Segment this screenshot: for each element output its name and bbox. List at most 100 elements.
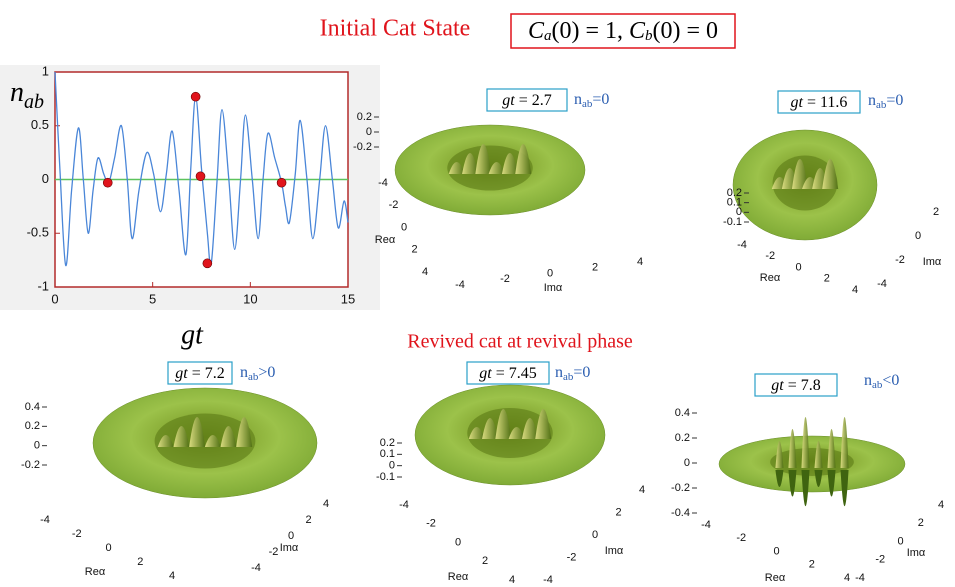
re-tick-label: 4 [844, 572, 850, 584]
note-main: n [864, 372, 872, 389]
im-tick-label: -4 [877, 278, 887, 290]
z-tick-label: -0.1 [376, 471, 395, 483]
z-tick-label: -0.2 [671, 482, 690, 494]
condition-part: a [544, 28, 552, 44]
im-axis-label: Imα [605, 545, 624, 557]
re-tick-label: 0 [795, 261, 801, 273]
condition: Ca(0) = 1, Cb(0) = 0 [528, 18, 718, 45]
time-label: gt = 2.7 [502, 92, 551, 109]
re-tick-label: 4 [509, 574, 515, 586]
data-point [191, 92, 200, 101]
z-tick-label: -0.2 [21, 459, 40, 471]
im-tick-label: 0 [547, 267, 553, 279]
im-tick-label: -2 [895, 254, 905, 266]
z-tick-label: -0.2 [353, 141, 372, 153]
re-tick-label: 0 [401, 221, 407, 233]
im-tick-label: -2 [500, 273, 510, 285]
im-tick-label: 2 [305, 514, 311, 526]
time-symbol: gt [479, 365, 492, 382]
condition-part: (0) = 0 [653, 18, 719, 44]
z-tick-label: 0.2 [25, 420, 40, 432]
re-tick-label: -2 [765, 250, 775, 262]
z-tick-label: 0 [684, 457, 690, 469]
re-tick-label: 4 [852, 284, 858, 296]
re-tick-label: 4 [169, 570, 175, 582]
im-axis-label: Imα [923, 256, 942, 268]
re-axis-label: Reα [375, 234, 396, 246]
z-tick-label: -0.4 [671, 507, 690, 519]
surface-peak [801, 417, 809, 468]
time-symbol: gt [791, 94, 804, 111]
z-tick-label: 0 [34, 440, 40, 452]
im-tick-label: 4 [639, 484, 645, 496]
x-tick-label: 10 [243, 291, 257, 306]
time-symbol: gt [175, 365, 188, 382]
re-tick-label: -2 [426, 518, 436, 530]
note-sub: ab [876, 99, 887, 111]
re-tick-label: 0 [773, 545, 779, 557]
time-value: = 11.6 [803, 94, 847, 111]
note-main: n [555, 364, 563, 381]
note-rel: >0 [258, 364, 275, 381]
condition-part: C [629, 18, 646, 44]
z-tick-label: 0 [366, 126, 372, 138]
note-main: n [240, 364, 248, 381]
population-note: nab>0 [240, 364, 275, 383]
re-tick-label: -4 [378, 177, 388, 189]
note-main: n [868, 92, 876, 109]
z-tick-label: 0.4 [25, 401, 40, 413]
surface-trough [828, 470, 836, 497]
re-tick-label: 0 [105, 542, 111, 554]
surface-peak [788, 429, 796, 468]
time-label: gt = 7.2 [175, 365, 224, 382]
im-tick-label: 0 [288, 530, 294, 542]
data-point [277, 178, 286, 187]
im-axis-label: Imα [907, 547, 926, 559]
im-tick-label: 2 [933, 206, 939, 218]
time-label: gt = 11.6 [791, 94, 848, 111]
im-tick-label: 0 [592, 529, 598, 541]
z-tick-label: 0.2 [357, 111, 372, 123]
im-axis-label: Imα [280, 542, 299, 554]
z-tick-label: 0.2 [675, 432, 690, 444]
population-note: nab=0 [555, 364, 590, 383]
re-tick-label: -4 [40, 514, 50, 526]
re-tick-label: 2 [809, 559, 815, 571]
time-value: = 7.8 [784, 377, 821, 394]
time-symbol: gt [502, 92, 515, 109]
surface-peak [828, 429, 836, 468]
surface-panel: gt = 7.45nab=00.20.10-0.1-4-2024-4-2024R… [376, 362, 645, 586]
im-tick-label: -2 [567, 551, 577, 563]
condition-part: C [528, 18, 545, 44]
y-tick-label: 0 [42, 171, 49, 186]
re-axis-label: Reα [760, 272, 781, 284]
z-tick-label: 0.4 [675, 407, 690, 419]
population-note: nab=0 [574, 91, 609, 110]
im-tick-label: -2 [269, 546, 279, 558]
time-symbol: gt [771, 377, 784, 394]
re-tick-label: 0 [455, 536, 461, 548]
re-tick-label: 2 [482, 555, 488, 567]
data-point [203, 259, 212, 268]
data-point [103, 178, 112, 187]
im-tick-label: 2 [592, 262, 598, 274]
re-tick-label: 2 [411, 244, 417, 256]
note-sub: ab [582, 98, 593, 110]
im-tick-label: 0 [915, 230, 921, 242]
time-label: gt = 7.45 [479, 365, 536, 382]
re-tick-label: -4 [701, 519, 711, 531]
time-value: = 7.45 [492, 365, 537, 382]
time-value: = 7.2 [188, 365, 225, 382]
y-label-sub: ab [24, 91, 44, 113]
re-axis-label: Reα [85, 566, 106, 578]
note-rel: =0 [573, 364, 590, 381]
surface-trough [801, 470, 809, 506]
y-tick-label: -0.5 [27, 225, 49, 240]
surface-panel: gt = 7.8nab<00.40.20-0.2-0.4-4-2024-4-20… [671, 372, 944, 584]
figure: Initial Cat State Ca(0) = 1, Cb(0) = 0 R… [0, 0, 955, 587]
re-tick-label: -4 [737, 239, 747, 251]
re-axis-label: Reα [765, 572, 786, 584]
note-sub: ab [248, 371, 259, 383]
im-tick-label: -4 [855, 572, 865, 584]
